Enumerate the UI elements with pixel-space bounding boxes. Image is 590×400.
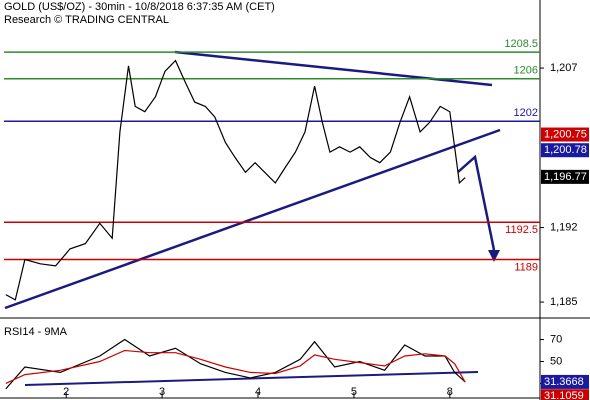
chart-title: GOLD (US$/OZ) - 30min - 10/8/2018 6:37:3… bbox=[4, 1, 275, 13]
y-tick-label: 70 bbox=[550, 333, 562, 345]
price-tag bbox=[541, 143, 589, 158]
price-tag bbox=[541, 169, 589, 184]
price-tag bbox=[541, 389, 589, 400]
x-tick-label: 4 bbox=[255, 386, 261, 398]
series-line bbox=[5, 349, 466, 384]
series-line bbox=[5, 338, 466, 390]
rsi-title: RSI14 - 9MA bbox=[4, 326, 68, 338]
level-label: 1208.5 bbox=[504, 38, 538, 50]
price-tag-label: 1,200.78 bbox=[544, 144, 587, 156]
level-label: 1206 bbox=[514, 65, 538, 77]
price-tag-label: 1,196.77 bbox=[544, 171, 587, 183]
resistance-trendline bbox=[174, 50, 493, 87]
rsi-trendline bbox=[24, 371, 479, 386]
chart-subtitle: Research © TRADING CENTRAL bbox=[4, 14, 169, 26]
arrow-head bbox=[488, 250, 500, 262]
level-label: 1189 bbox=[514, 261, 538, 273]
price-tag-label: 31.3668 bbox=[544, 376, 584, 388]
y-tick-label: 50 bbox=[550, 355, 562, 367]
level-label: 1192.5 bbox=[505, 224, 538, 236]
y-tick-label: 1,207 bbox=[550, 62, 578, 74]
level-label: 1202 bbox=[514, 107, 538, 119]
x-tick-label: 3 bbox=[159, 386, 165, 398]
series-line bbox=[5, 59, 466, 301]
y-tick-label: 1,185 bbox=[550, 296, 578, 308]
price-tag-label: 1,200.75 bbox=[544, 128, 587, 140]
price-tag bbox=[541, 374, 589, 389]
forecast-arrow bbox=[457, 154, 496, 251]
y-tick-label: 1,192 bbox=[550, 222, 578, 234]
support-trendline bbox=[4, 128, 501, 310]
x-tick-label: 8 bbox=[447, 386, 453, 398]
price-tag-label: 31.1059 bbox=[544, 390, 584, 400]
x-tick-label: 2 bbox=[63, 386, 69, 398]
x-tick-label: 5 bbox=[351, 386, 357, 398]
price-tag bbox=[541, 127, 589, 142]
